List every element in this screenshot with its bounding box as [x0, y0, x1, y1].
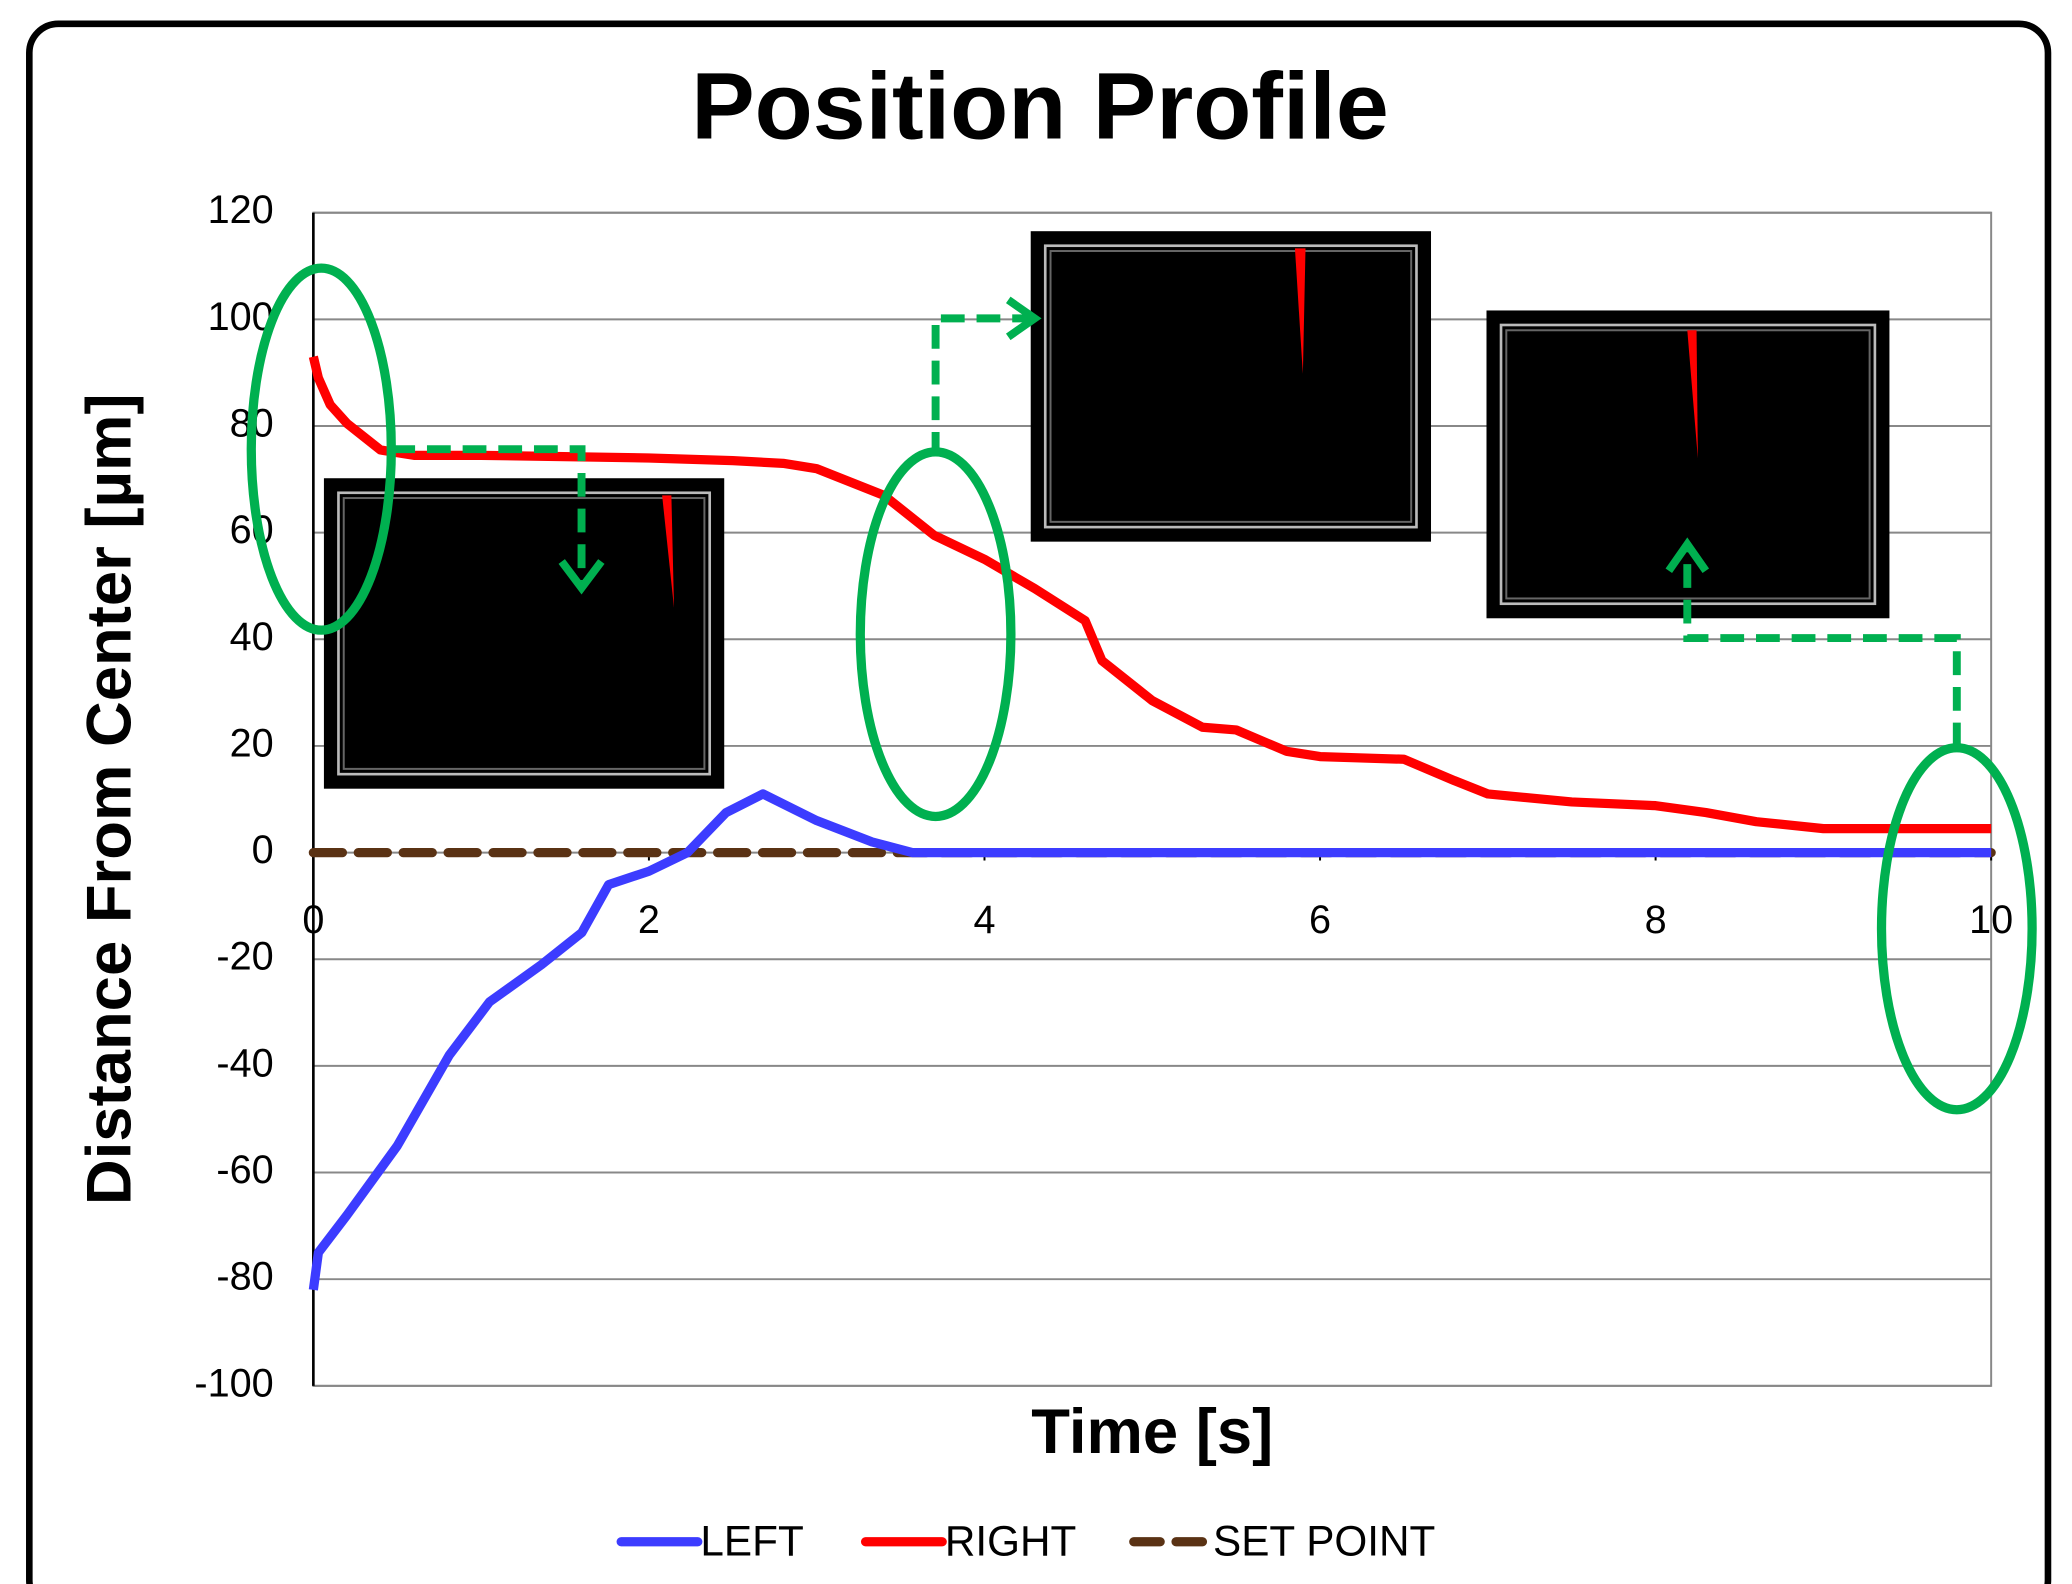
- x-tick-label: 8: [1645, 898, 1667, 942]
- page: {"chart_data": {"type": "line", "title":…: [0, 0, 2072, 1584]
- x-tick-label: 2: [638, 898, 660, 942]
- legend-label: SET POINT: [1213, 1518, 1435, 1565]
- y-tick-label: 40: [230, 615, 274, 659]
- y-axis-title: Distance From Center [µm]: [75, 393, 145, 1205]
- legend: LEFT RIGHT SET POINT: [621, 1518, 1435, 1565]
- x-tick-label: 0: [302, 898, 324, 942]
- legend-label: RIGHT: [945, 1518, 1076, 1565]
- y-tick-label: 20: [230, 721, 274, 765]
- y-tick-label: -40: [216, 1041, 273, 1085]
- x-tick-label: 10: [1969, 898, 2013, 942]
- x-tick-label: 4: [973, 898, 995, 942]
- y-tick-label: -60: [216, 1148, 273, 1192]
- y-tick-label: 120: [208, 188, 274, 232]
- inset-image: [1031, 231, 1431, 541]
- legend-label: LEFT: [700, 1518, 803, 1565]
- chart: Position Profile Time [s] Distance From …: [0, 0, 2072, 1584]
- chart-title: Position Profile: [691, 54, 1389, 160]
- x-tick-label: 6: [1309, 898, 1331, 942]
- y-tick-label: -100: [194, 1361, 273, 1405]
- y-tick-label: -20: [216, 935, 273, 979]
- y-tick-label: 0: [252, 828, 274, 872]
- y-tick-label: -80: [216, 1255, 273, 1299]
- x-axis-title: Time [s]: [1031, 1397, 1273, 1467]
